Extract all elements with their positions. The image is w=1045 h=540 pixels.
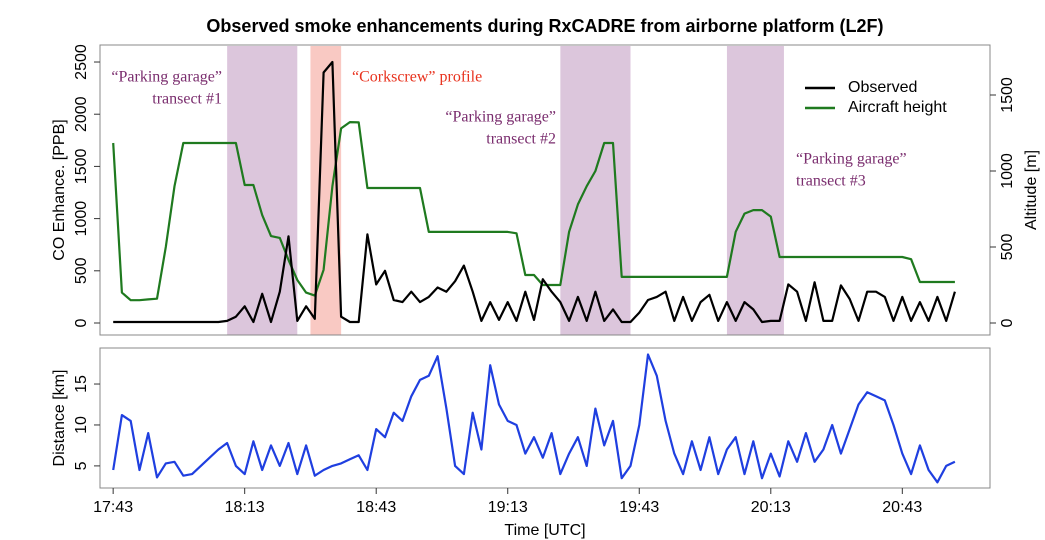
y-tick-label: 1000 — [73, 201, 90, 237]
plot-frame — [99, 44, 991, 336]
y-tick-label: 5 — [73, 461, 90, 470]
region-label: “Corkscrew” profile — [352, 69, 482, 86]
y2-tick-label: 500 — [999, 234, 1016, 261]
chart-title: Observed smoke enhancements during RxCAD… — [206, 16, 883, 36]
y-axis-label: Distance [km] — [51, 370, 68, 467]
x-tick-label: 20:43 — [882, 499, 922, 516]
y-tick-label: 500 — [73, 257, 90, 284]
region-label: “Parking garage” — [111, 69, 222, 86]
y-tick-label: 10 — [73, 416, 90, 434]
y-tick-label: 2500 — [73, 44, 90, 80]
highlight-region — [227, 46, 298, 335]
data-line — [113, 60, 956, 324]
x-tick-label: 19:43 — [619, 499, 659, 516]
region-label: transect #2 — [486, 131, 556, 148]
x-tick-label: 17:43 — [93, 499, 133, 516]
legend-label: Observed — [848, 79, 917, 96]
y-tick-label: 0 — [73, 318, 90, 327]
x-tick-label: 18:43 — [356, 499, 396, 516]
y-tick-label: 1500 — [73, 149, 90, 185]
region-label: “Parking garage” — [445, 109, 556, 126]
x-tick-label: 19:13 — [488, 499, 528, 516]
data-line — [112, 121, 955, 302]
region-label: transect #1 — [152, 91, 222, 108]
region-label: transect #3 — [796, 173, 866, 190]
region-label: “Parking garage” — [796, 151, 907, 168]
highlight-region — [726, 46, 784, 335]
y2-axis-label: Altitude [m] — [1023, 150, 1040, 230]
legend-label: Aircraft height — [848, 99, 947, 116]
y2-tick-label: 1000 — [999, 153, 1016, 189]
y2-tick-label: 1500 — [999, 77, 1016, 113]
y-tick-label: 15 — [73, 375, 90, 393]
y-axis-label: CO Enhance. [PPB] — [51, 119, 68, 260]
y-tick-label: 2000 — [73, 96, 90, 132]
highlight-region — [560, 46, 631, 335]
x-axis-label: Time [UTC] — [504, 522, 585, 539]
plot-frame — [99, 347, 991, 489]
x-tick-label: 20:13 — [751, 499, 791, 516]
y2-tick-label: 0 — [999, 318, 1016, 327]
x-tick-label: 18:13 — [225, 499, 265, 516]
data-line — [112, 353, 956, 484]
